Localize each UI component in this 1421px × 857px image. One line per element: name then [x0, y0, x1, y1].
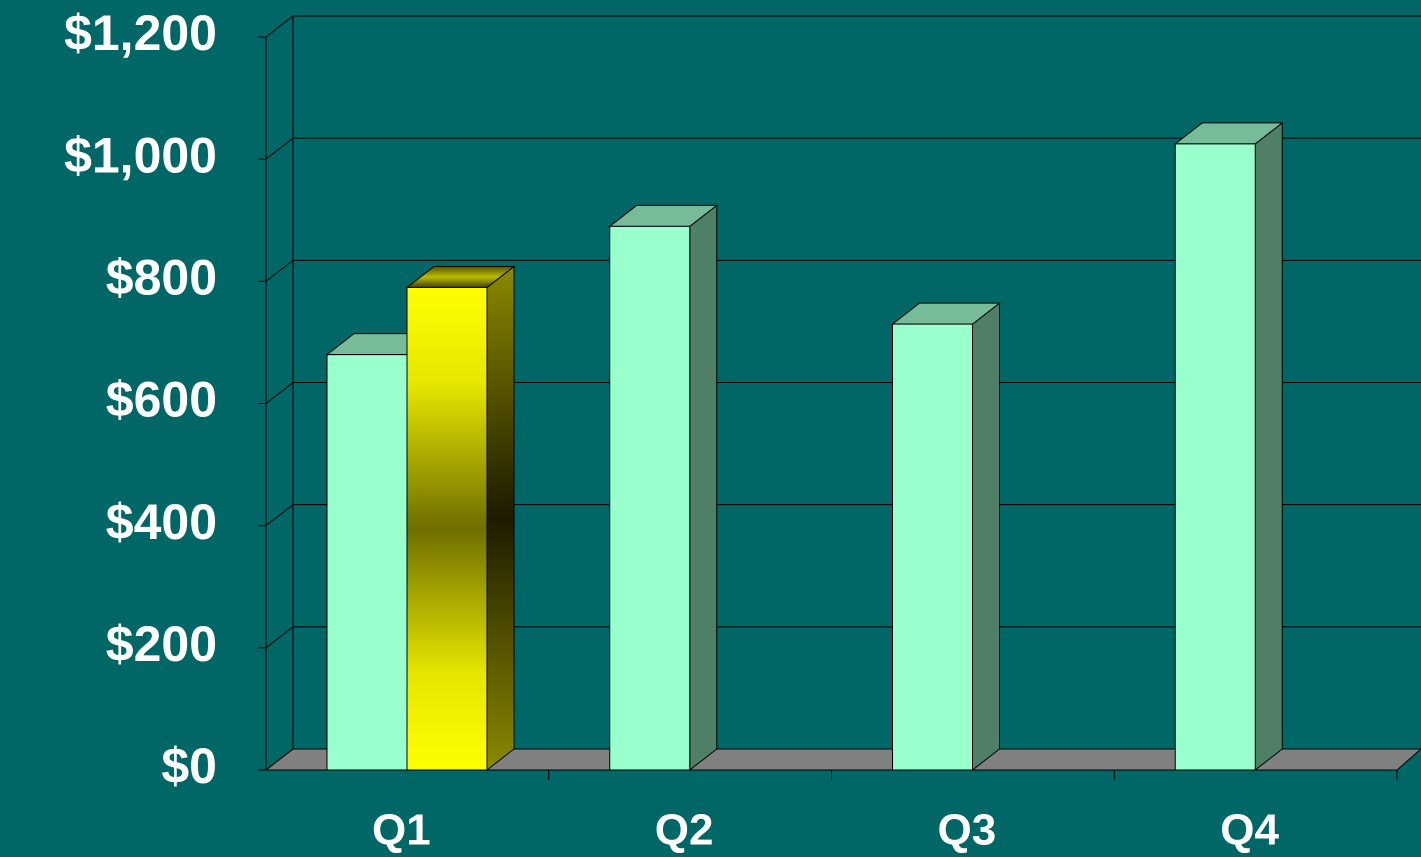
- x-tick-label: Q2: [655, 806, 714, 855]
- bar-side: [486, 265, 515, 772]
- y-tick-label: $800: [106, 250, 217, 306]
- y-tick-label: $200: [106, 616, 217, 672]
- y-tick-label: $1,200: [64, 5, 217, 61]
- y-tick-diag: [265, 626, 294, 649]
- y-tick-diag: [265, 15, 294, 38]
- y-tick-diag: [265, 748, 294, 771]
- y-tick-diag: [265, 504, 294, 527]
- x-tick-label: Q3: [938, 806, 997, 855]
- bar: [326, 354, 408, 771]
- y-tick-label: $1,000: [64, 127, 217, 183]
- x-tick-label: Q1: [372, 806, 431, 855]
- bar: [892, 323, 973, 771]
- y-tick-diag: [265, 137, 294, 160]
- y-tick-diag: [265, 382, 294, 404]
- y-tick-label: $400: [106, 494, 217, 550]
- x-tick-label: Q4: [1220, 806, 1279, 855]
- bar-side: [689, 204, 718, 772]
- bar-side: [1254, 121, 1283, 772]
- bar-side: [972, 302, 1000, 772]
- y-tick-diag: [265, 259, 294, 282]
- bar: [1174, 143, 1256, 771]
- y-tick-label: $600: [106, 372, 217, 428]
- y-tick-label: $0: [161, 738, 217, 794]
- bar: [609, 225, 691, 771]
- bar: [406, 286, 488, 771]
